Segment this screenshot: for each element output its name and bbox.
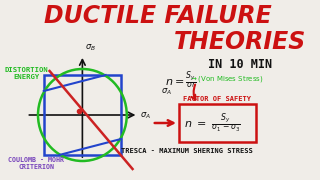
- Text: IN 10 MIN: IN 10 MIN: [208, 58, 272, 71]
- Text: DISTORTION
ENERGY: DISTORTION ENERGY: [4, 67, 48, 80]
- FancyArrowPatch shape: [191, 85, 196, 100]
- Text: $n = \frac{S_y}{\sigma\prime}$: $n = \frac{S_y}{\sigma\prime}$: [165, 70, 196, 92]
- Text: DUCTILE FAILURE: DUCTILE FAILURE: [44, 4, 271, 28]
- Text: $n \ = \ \frac{S_y}{\sigma_1 - \sigma_3}$: $n \ = \ \frac{S_y}{\sigma_1 - \sigma_3}…: [184, 111, 240, 135]
- Text: $\sigma_A$: $\sigma_A$: [161, 86, 172, 96]
- Text: COULOMB - MOHR
CRITERION: COULOMB - MOHR CRITERION: [8, 157, 64, 170]
- Text: FACTOR OF SAFETY: FACTOR OF SAFETY: [183, 96, 252, 102]
- Text: $\sigma_B$: $\sigma_B$: [85, 42, 96, 53]
- Text: $\sigma_A$: $\sigma_A$: [140, 111, 151, 121]
- Bar: [179, 104, 256, 142]
- Bar: [44, 75, 121, 155]
- Text: THEORIES: THEORIES: [173, 30, 306, 54]
- Text: $\rightarrow$(Von Mises Stress): $\rightarrow$(Von Mises Stress): [188, 74, 263, 84]
- Text: TRESCA - MAXIMUM SHERING STRESS: TRESCA - MAXIMUM SHERING STRESS: [121, 148, 252, 154]
